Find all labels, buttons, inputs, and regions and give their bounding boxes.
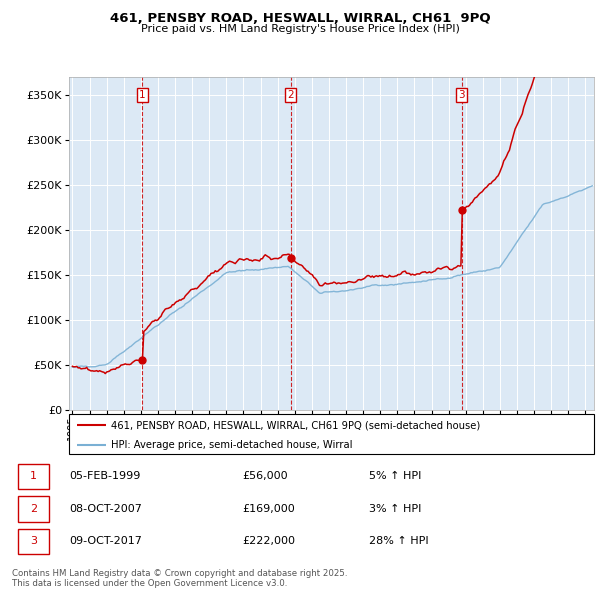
Text: 3% ↑ HPI: 3% ↑ HPI xyxy=(369,504,421,514)
Text: HPI: Average price, semi-detached house, Wirral: HPI: Average price, semi-detached house,… xyxy=(111,441,353,451)
FancyBboxPatch shape xyxy=(18,529,49,554)
Text: £222,000: £222,000 xyxy=(242,536,295,546)
Text: 09-OCT-2017: 09-OCT-2017 xyxy=(70,536,142,546)
FancyBboxPatch shape xyxy=(18,496,49,522)
Text: 461, PENSBY ROAD, HESWALL, WIRRAL, CH61 9PQ (semi-detached house): 461, PENSBY ROAD, HESWALL, WIRRAL, CH61 … xyxy=(111,420,480,430)
Text: 2: 2 xyxy=(30,504,37,514)
Text: 1: 1 xyxy=(139,90,146,100)
Text: 3: 3 xyxy=(30,536,37,546)
Text: 1: 1 xyxy=(30,471,37,481)
FancyBboxPatch shape xyxy=(18,464,49,489)
Point xyxy=(457,205,467,215)
Text: 05-FEB-1999: 05-FEB-1999 xyxy=(70,471,141,481)
Text: £169,000: £169,000 xyxy=(242,504,295,514)
Text: 2: 2 xyxy=(287,90,294,100)
Text: £56,000: £56,000 xyxy=(242,471,288,481)
Text: 28% ↑ HPI: 28% ↑ HPI xyxy=(369,536,429,546)
Point xyxy=(137,355,147,364)
Text: 461, PENSBY ROAD, HESWALL, WIRRAL, CH61  9PQ: 461, PENSBY ROAD, HESWALL, WIRRAL, CH61 … xyxy=(110,12,490,25)
Point xyxy=(286,253,296,263)
Text: 3: 3 xyxy=(458,90,465,100)
FancyBboxPatch shape xyxy=(69,414,594,454)
Text: 08-OCT-2007: 08-OCT-2007 xyxy=(70,504,142,514)
Text: Contains HM Land Registry data © Crown copyright and database right 2025.
This d: Contains HM Land Registry data © Crown c… xyxy=(12,569,347,588)
Text: Price paid vs. HM Land Registry's House Price Index (HPI): Price paid vs. HM Land Registry's House … xyxy=(140,24,460,34)
Text: 5% ↑ HPI: 5% ↑ HPI xyxy=(369,471,421,481)
